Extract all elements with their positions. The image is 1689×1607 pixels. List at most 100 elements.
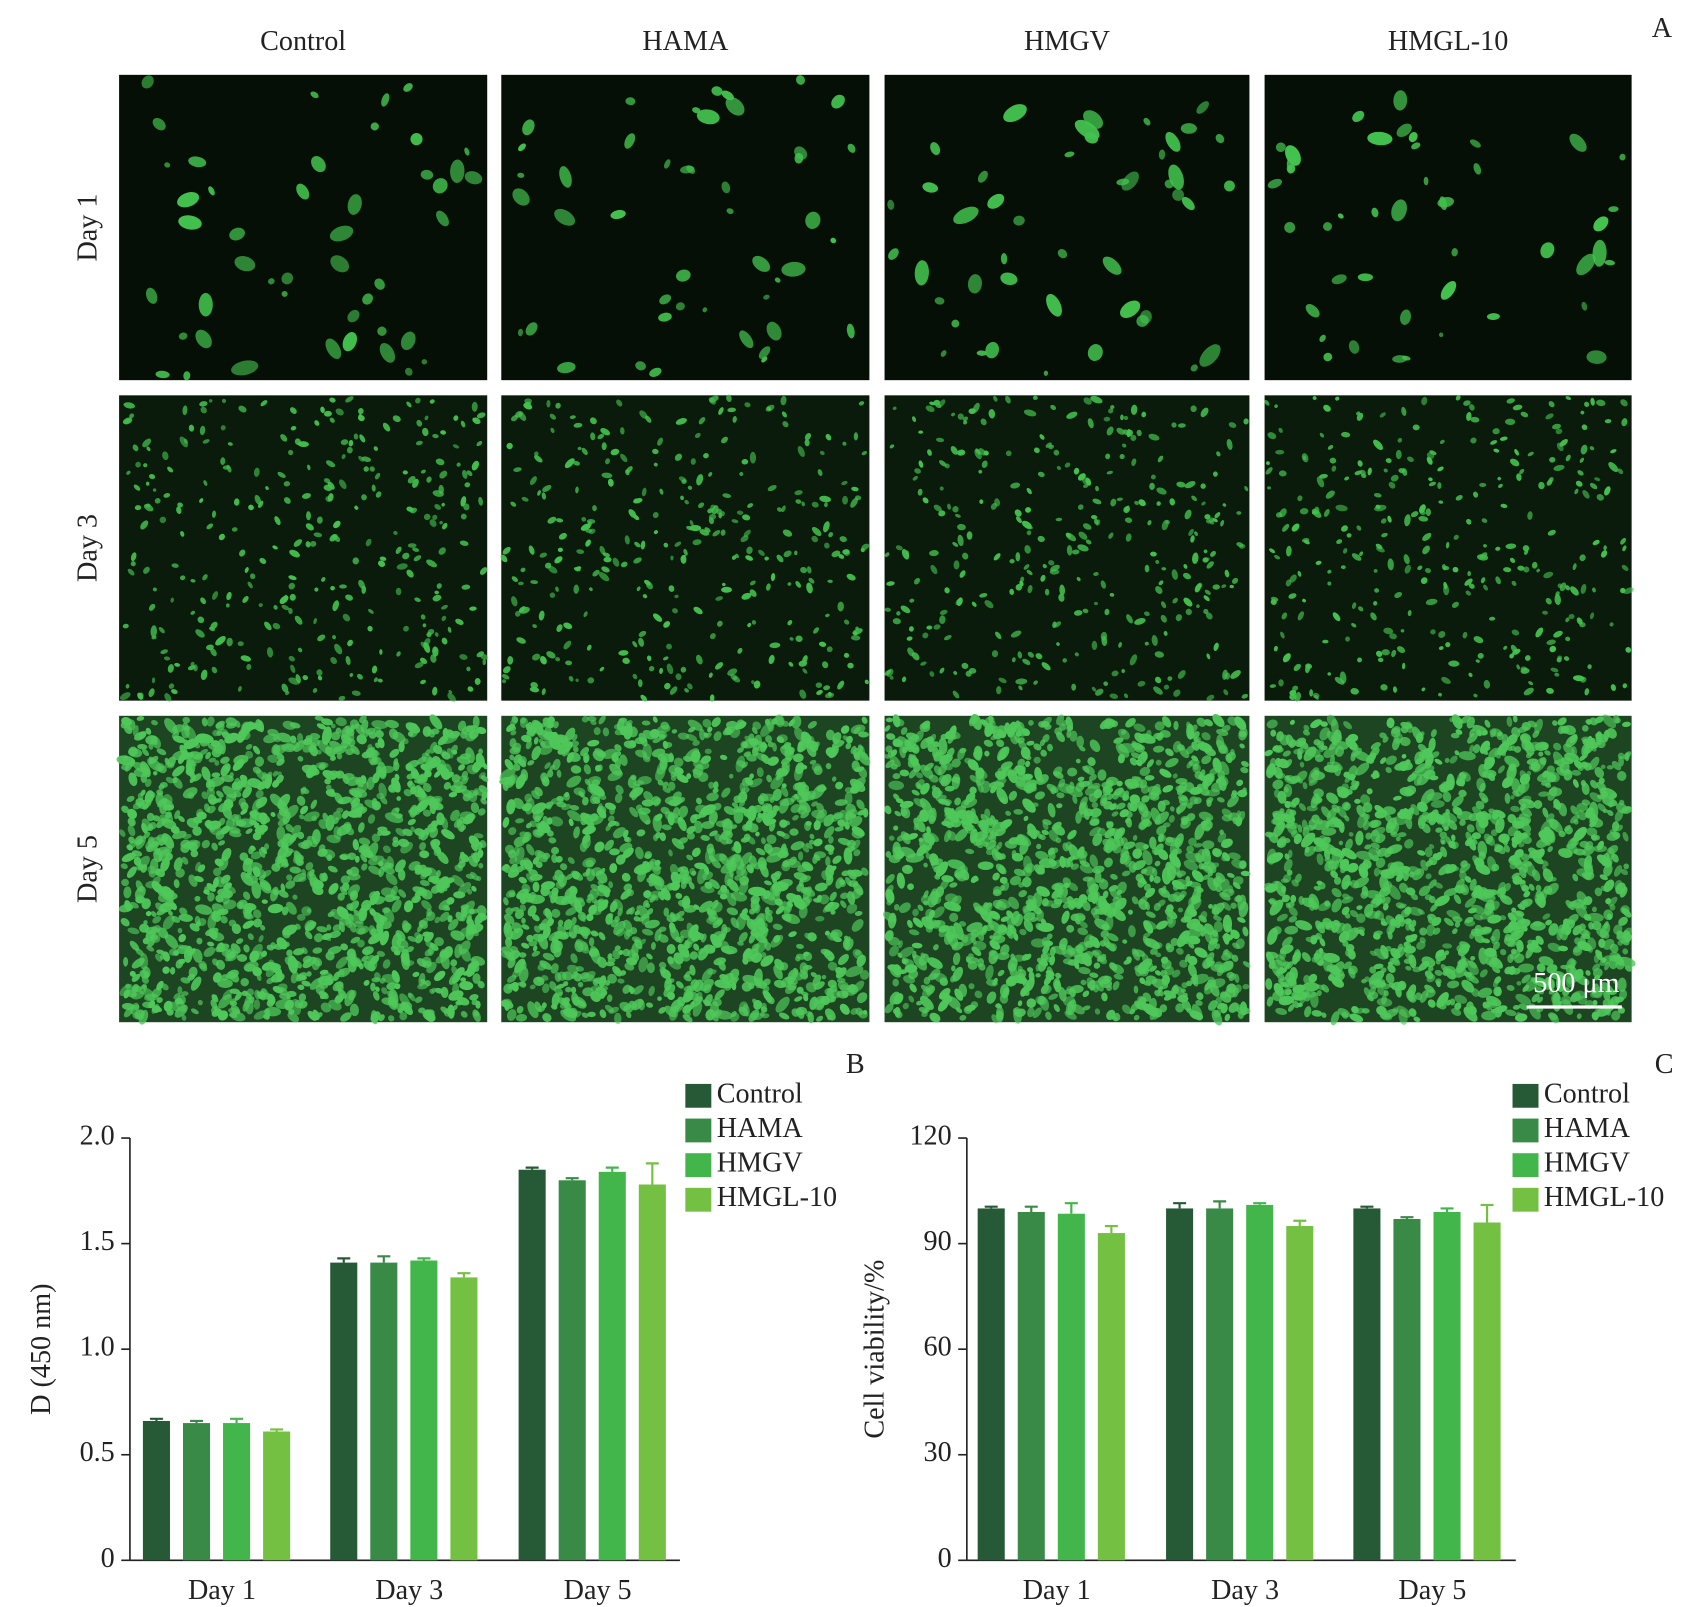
cell xyxy=(463,503,470,511)
cell xyxy=(410,133,423,146)
cell xyxy=(557,874,567,888)
cell xyxy=(323,484,333,491)
cell xyxy=(466,470,473,477)
cell xyxy=(325,496,332,502)
cell xyxy=(239,549,246,557)
cell xyxy=(1586,350,1607,364)
cell xyxy=(1569,133,1587,152)
cell xyxy=(257,500,264,508)
cell xyxy=(297,647,303,653)
cell xyxy=(434,632,439,637)
cell xyxy=(459,540,469,546)
cell xyxy=(442,522,448,530)
cell xyxy=(1084,132,1099,144)
cell xyxy=(758,346,771,359)
cell xyxy=(244,566,249,573)
cell xyxy=(721,436,728,444)
cell xyxy=(358,455,365,462)
cell xyxy=(259,557,267,564)
cell xyxy=(434,504,441,510)
cell xyxy=(441,615,447,621)
cell xyxy=(1083,110,1103,129)
micrograph-bg xyxy=(501,74,870,381)
cell xyxy=(141,75,154,89)
cell xyxy=(361,494,367,501)
cell xyxy=(248,504,254,511)
cell xyxy=(163,492,171,498)
cell xyxy=(309,540,317,547)
cell xyxy=(1015,552,1021,562)
cell xyxy=(395,587,402,596)
cell xyxy=(429,519,437,527)
cell xyxy=(1592,239,1607,267)
cell xyxy=(329,417,335,423)
cell xyxy=(321,577,326,582)
cell xyxy=(333,520,341,529)
cell xyxy=(358,413,363,420)
cell xyxy=(247,581,253,589)
cell xyxy=(362,293,374,305)
cell xyxy=(1087,344,1103,361)
cell xyxy=(1396,123,1412,138)
cell xyxy=(374,278,385,290)
cell xyxy=(766,321,782,341)
cell xyxy=(342,613,351,622)
cell xyxy=(420,679,426,685)
cell xyxy=(504,1002,510,1011)
cell xyxy=(1120,300,1141,318)
cell xyxy=(188,156,207,168)
cell xyxy=(221,398,227,404)
cell xyxy=(466,666,471,672)
cell xyxy=(179,575,186,581)
cell xyxy=(400,331,416,351)
cell xyxy=(1331,274,1347,285)
cell xyxy=(178,215,202,230)
cell xyxy=(345,655,351,666)
cell xyxy=(1581,301,1588,311)
cell xyxy=(288,449,294,456)
cell xyxy=(693,606,703,615)
cell xyxy=(122,623,129,629)
cell xyxy=(479,567,488,575)
cell xyxy=(1199,344,1221,367)
cell xyxy=(281,683,289,693)
cell xyxy=(264,621,272,631)
cell xyxy=(146,287,158,304)
cell xyxy=(1576,253,1596,276)
cell xyxy=(208,626,215,632)
cell xyxy=(305,541,311,548)
cell xyxy=(240,655,252,662)
cell xyxy=(1000,272,1018,286)
cell xyxy=(148,603,156,611)
micrograph xyxy=(882,713,1251,1026)
cell xyxy=(403,625,409,632)
cell xyxy=(226,464,232,473)
cell xyxy=(254,494,262,505)
cell xyxy=(440,430,447,435)
cell xyxy=(423,513,431,521)
cell xyxy=(464,482,471,488)
cell xyxy=(1371,207,1379,218)
cell xyxy=(669,686,678,695)
cell xyxy=(170,689,178,695)
cell xyxy=(220,457,226,466)
column-label: Control xyxy=(260,26,346,57)
cell xyxy=(1469,139,1481,148)
cell xyxy=(1121,171,1139,191)
cell xyxy=(168,683,175,689)
cell xyxy=(295,674,301,684)
cell xyxy=(329,397,336,403)
column-label: HAMA xyxy=(642,26,729,57)
cell xyxy=(393,530,398,535)
cell xyxy=(268,278,275,285)
cell xyxy=(423,642,431,653)
cell xyxy=(146,446,151,452)
column-label: HMGV xyxy=(1024,26,1110,57)
cell xyxy=(432,594,442,602)
cell xyxy=(320,406,325,413)
cell xyxy=(1323,222,1333,231)
cell xyxy=(460,496,467,507)
cell xyxy=(206,523,214,530)
cell xyxy=(1043,370,1049,376)
cell xyxy=(1401,355,1411,361)
